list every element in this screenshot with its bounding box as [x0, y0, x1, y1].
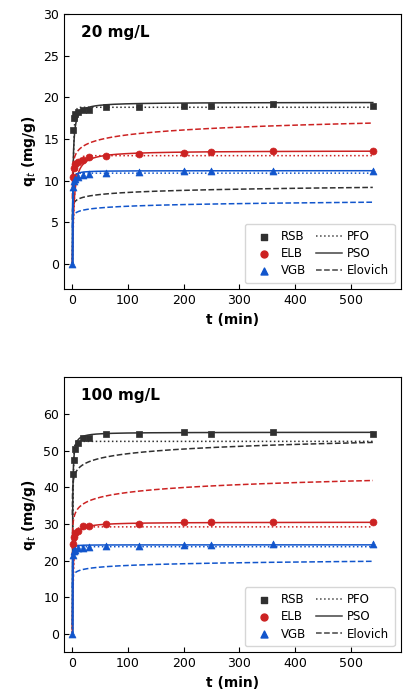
Point — [75, 107, 81, 118]
Point — [86, 152, 93, 163]
Point — [370, 146, 376, 157]
Point — [70, 124, 76, 135]
Point — [180, 427, 187, 438]
Point — [370, 428, 376, 439]
X-axis label: t (min): t (min) — [206, 312, 259, 326]
Point — [269, 99, 276, 110]
Point — [86, 104, 93, 115]
Point — [70, 469, 76, 480]
Point — [102, 150, 109, 161]
Point — [269, 165, 276, 176]
Point — [102, 541, 109, 552]
Point — [72, 443, 78, 455]
X-axis label: t (min): t (min) — [206, 676, 259, 690]
Point — [370, 539, 376, 550]
Point — [70, 550, 76, 561]
Point — [136, 518, 142, 530]
Point — [75, 157, 81, 168]
Point — [102, 102, 109, 113]
Point — [102, 168, 109, 179]
Point — [71, 546, 77, 557]
Legend: RSB, ELB, VGB, PFO, PSO, Elovich: RSB, ELB, VGB, PFO, PSO, Elovich — [244, 587, 395, 646]
Point — [86, 520, 93, 532]
Point — [72, 527, 78, 539]
Point — [72, 544, 78, 555]
Point — [269, 146, 276, 157]
Point — [136, 428, 142, 439]
Point — [80, 520, 87, 532]
Point — [370, 516, 376, 527]
Text: 100 mg/L: 100 mg/L — [81, 388, 160, 403]
Point — [86, 169, 93, 180]
Point — [208, 539, 215, 550]
Point — [136, 102, 142, 113]
Legend: RSB, ELB, VGB, PFO, PSO, Elovich: RSB, ELB, VGB, PFO, PSO, Elovich — [244, 224, 395, 283]
Point — [80, 104, 87, 115]
Point — [208, 146, 215, 158]
Point — [208, 516, 215, 527]
Y-axis label: q$_{t}$ (mg/g): q$_{t}$ (mg/g) — [20, 115, 38, 187]
Point — [69, 259, 76, 270]
Point — [86, 432, 93, 443]
Point — [180, 148, 187, 159]
Point — [72, 174, 78, 185]
Point — [71, 531, 77, 542]
Point — [72, 158, 78, 169]
Point — [80, 542, 87, 553]
Point — [75, 438, 81, 449]
Point — [208, 100, 215, 111]
Point — [75, 171, 81, 182]
Point — [72, 108, 78, 119]
Point — [102, 518, 109, 530]
Point — [136, 167, 142, 178]
Point — [86, 541, 93, 552]
Point — [269, 516, 276, 527]
Point — [71, 175, 77, 186]
Y-axis label: q$_{t}$ (mg/g): q$_{t}$ (mg/g) — [19, 479, 38, 551]
Point — [80, 432, 87, 443]
Point — [71, 162, 77, 174]
Point — [180, 539, 187, 550]
Point — [70, 539, 76, 550]
Point — [136, 541, 142, 552]
Point — [70, 171, 76, 182]
Point — [180, 100, 187, 111]
Text: 20 mg/L: 20 mg/L — [81, 25, 150, 40]
Point — [208, 428, 215, 439]
Point — [269, 539, 276, 550]
Point — [71, 454, 77, 465]
Point — [370, 165, 376, 176]
Point — [80, 169, 87, 180]
Point — [208, 166, 215, 177]
Point — [69, 629, 76, 640]
Point — [70, 181, 76, 192]
Point — [136, 149, 142, 160]
Point — [180, 516, 187, 527]
Point — [269, 427, 276, 438]
Point — [370, 100, 376, 111]
Point — [75, 526, 81, 537]
Point — [71, 112, 77, 124]
Point — [180, 166, 187, 177]
Point — [102, 428, 109, 439]
Point — [75, 542, 81, 553]
Point — [80, 154, 87, 165]
